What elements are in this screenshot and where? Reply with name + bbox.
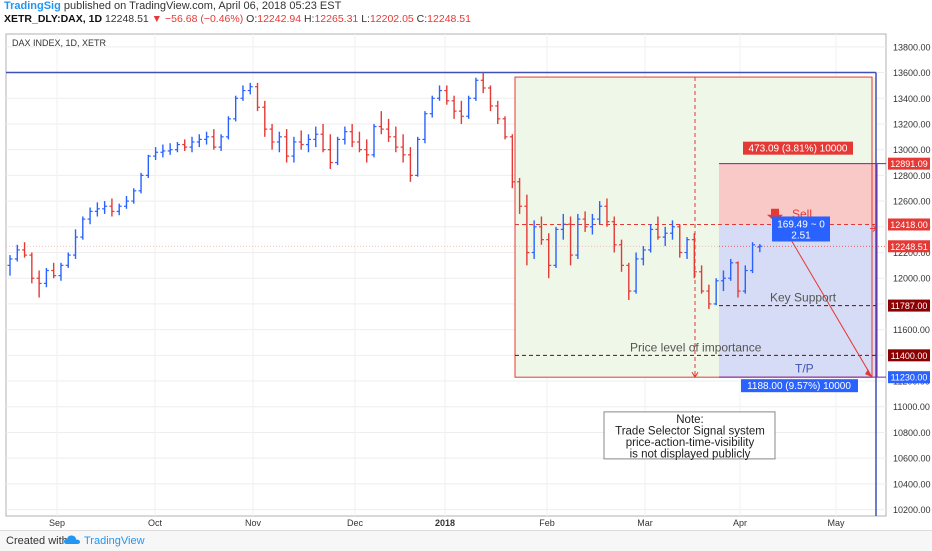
chart-title: DAX INDEX, 1D, XETR: [12, 38, 107, 48]
target-badge: [741, 379, 858, 393]
y-tick-label: 11000.00: [893, 402, 930, 412]
stop-badge-text: 473.09 (3.81%) 10000: [749, 144, 848, 155]
y-tick-label: 13800.00: [893, 42, 931, 52]
price-axis-badge: [888, 240, 930, 253]
y-tick-label: 12200.00: [893, 248, 931, 258]
price-axis-badge: [888, 299, 930, 312]
chart-area[interactable]: 10200.00 10400.00 10600.00 10800.00 11000.00…: [0, 26, 932, 530]
rr-line2: 2.51: [791, 230, 811, 241]
price-change: −56.68 (−0.46%): [165, 13, 244, 25]
price-axis-label: 11787.00: [891, 301, 928, 311]
note-line: price-action-time-visibility: [626, 437, 755, 449]
price-axis-label: 11400.00: [891, 351, 928, 361]
projection-arrow: [781, 224, 873, 378]
y-tick-label: 10600.00: [893, 454, 931, 464]
analysis-zone: [515, 77, 719, 378]
symbol-label: XETR_DLY:DAX, 1D: [4, 13, 103, 25]
ohlc-chart[interactable]: 10200.00 10400.00 10600.00 10800.00 11000.00…: [0, 26, 932, 530]
close-value: 12248.51: [427, 13, 471, 25]
importance-label: Price level of importance: [630, 340, 762, 354]
sell-arrow-icon: [767, 208, 783, 222]
close-label: C:: [416, 13, 428, 25]
y-tick-label: 10200.00: [893, 505, 931, 515]
open-value: 12242.94: [257, 13, 302, 25]
x-tick-label: Mar: [637, 518, 653, 528]
y-tick-label: 12600.00: [893, 197, 931, 207]
publish-text: published on TradingView.com, April 06, …: [63, 0, 342, 12]
y-tick-label: 13200.00: [893, 119, 931, 129]
author-name[interactable]: TradingSig: [4, 0, 61, 12]
open-label: O:: [246, 13, 258, 25]
price-axis-label: 12248.51: [890, 242, 928, 252]
low-label: L:: [361, 13, 370, 25]
y-tick-label: 13000.00: [893, 145, 931, 155]
high-label: H:: [303, 13, 315, 25]
cloud-icon: [64, 535, 80, 544]
tp-label: T/P: [795, 362, 814, 376]
price-axis-label: 11230.00: [891, 373, 928, 383]
rr-badge: [772, 216, 830, 242]
price-axis-badge: [888, 157, 930, 170]
x-tick-label: Nov: [245, 518, 262, 528]
rr-line1: 169.49 ~ 0: [777, 219, 825, 230]
x-tick-label: Dec: [347, 518, 364, 528]
price-axis-badge: [888, 371, 930, 384]
stop-loss-zone: [719, 163, 876, 225]
last-price: 12248.51: [104, 13, 149, 25]
high-value: 12265.31: [314, 13, 359, 25]
price-axis-badge: [888, 218, 930, 231]
down-triangle-icon: ▼: [151, 13, 163, 25]
y-tick-label: 13400.00: [893, 94, 931, 104]
key-support-label: Key Support: [770, 290, 837, 304]
note-line: Note:: [676, 414, 704, 426]
range-box: [514, 76, 873, 378]
x-tick-label: May: [827, 518, 845, 528]
arrow-down-icon: [691, 371, 699, 379]
y-tick-label: 10400.00: [893, 479, 931, 489]
note-line: Trade Selector Signal system: [615, 425, 765, 437]
y-tick-label: 12000.00: [893, 274, 931, 284]
note-line: is not displayed publicly: [630, 448, 751, 460]
stop-badge: [743, 141, 853, 155]
publish-header: TradingSig published on TradingView.com,…: [0, 0, 932, 26]
tradingview-brand[interactable]: TradingView: [84, 535, 145, 547]
y-tick-label: 11600.00: [893, 325, 930, 335]
footer-bar: Created with TradingView: [0, 530, 932, 551]
price-axis-label: 12418.00: [890, 220, 928, 230]
x-tick-label: Oct: [148, 518, 163, 528]
ohlc-line: XETR_DLY:DAX, 1D 12248.51 ▼ −56.68 (−0.4…: [4, 13, 471, 26]
created-with-label: Created with: [6, 535, 68, 547]
note-box: [603, 411, 776, 460]
y-tick-label: 13600.00: [893, 68, 931, 78]
x-tick-label: Apr: [733, 518, 747, 528]
x-tick-label: Feb: [539, 518, 555, 528]
x-tick-label: Sep: [49, 518, 65, 528]
x-tick-label: 2018: [435, 518, 455, 528]
arrow-head-icon: [870, 225, 877, 232]
price-axis-label: 12891.09: [890, 159, 928, 169]
y-tick-label: 10800.00: [893, 428, 931, 438]
y-tick-label: 12800.00: [893, 171, 931, 181]
price-axis-badge: [888, 349, 930, 362]
publish-line: TradingSig published on TradingView.com,…: [4, 0, 341, 13]
target-badge-text: 1188.00 (9.57%) 10000: [747, 381, 851, 392]
arrow-head-icon: [865, 369, 872, 378]
low-value: 12202.05: [369, 13, 414, 25]
